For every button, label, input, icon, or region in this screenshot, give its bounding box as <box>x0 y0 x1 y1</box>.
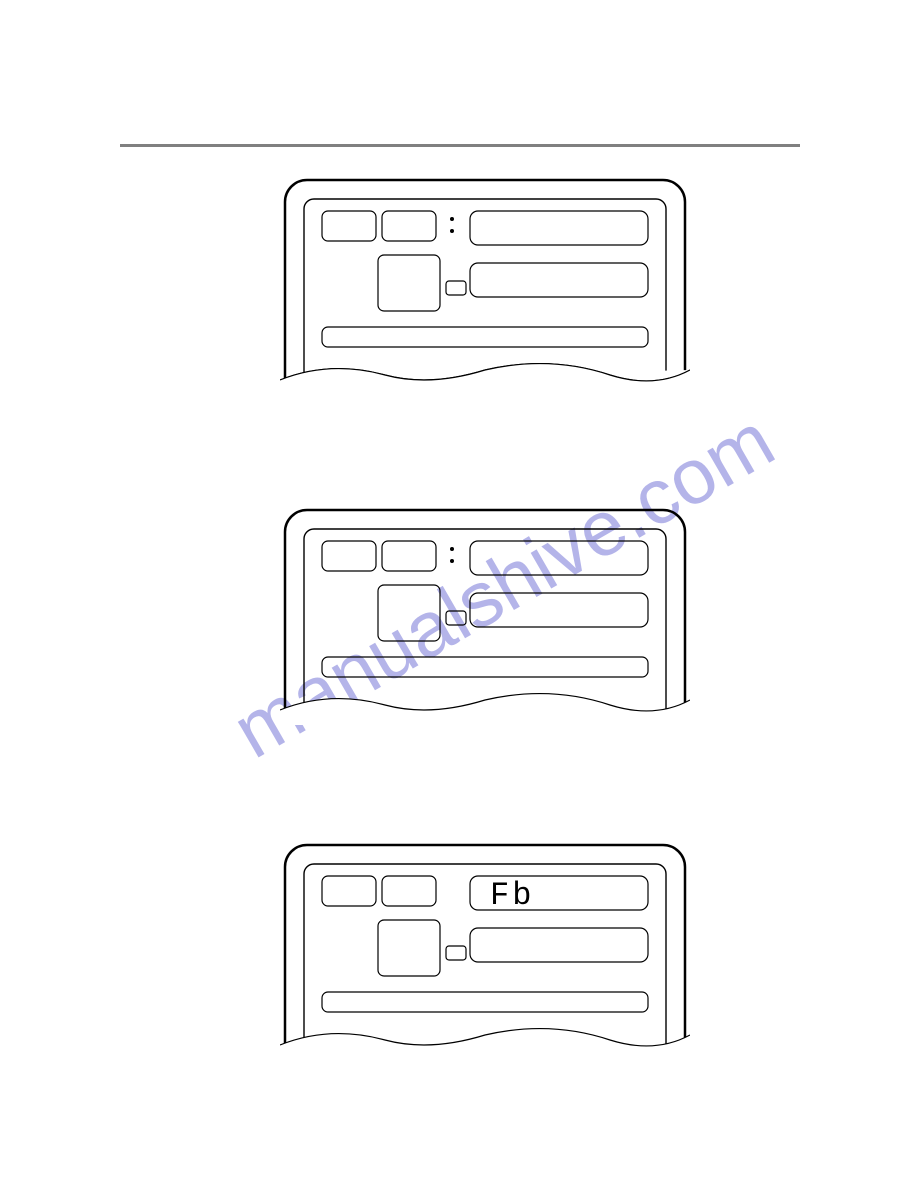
horizontal-rule <box>120 144 800 147</box>
middle-square <box>378 255 440 311</box>
small-box-2 <box>382 876 436 906</box>
middle-square <box>378 920 440 976</box>
device-figure-1 <box>280 175 690 395</box>
dot <box>450 217 454 221</box>
connector-box <box>446 281 466 295</box>
device-outer-frame <box>285 180 685 395</box>
top-right-box <box>470 541 648 575</box>
small-box-1 <box>322 541 376 571</box>
middle-right-box <box>470 928 648 962</box>
device-svg: Fb <box>280 840 690 1060</box>
small-box-1 <box>322 211 376 241</box>
small-box-2 <box>382 211 436 241</box>
connector-box <box>446 611 466 625</box>
connector-box <box>446 946 466 960</box>
device-outer-frame <box>285 510 685 725</box>
top-right-box <box>470 211 648 245</box>
device-figure-3: Fb <box>280 840 690 1060</box>
device-outer-frame <box>285 845 685 1060</box>
device-svg <box>280 505 690 725</box>
bottom-bar <box>322 992 648 1012</box>
device-figure-2 <box>280 505 690 725</box>
device-svg <box>280 175 690 395</box>
middle-square <box>378 585 440 641</box>
small-box-1 <box>322 876 376 906</box>
bottom-bar <box>322 327 648 347</box>
bottom-bar <box>322 657 648 677</box>
dot <box>450 559 454 563</box>
display-text: Fb <box>490 877 534 914</box>
small-box-2 <box>382 541 436 571</box>
dot <box>450 229 454 233</box>
middle-right-box <box>470 263 648 297</box>
dot <box>450 547 454 551</box>
middle-right-box <box>470 593 648 627</box>
